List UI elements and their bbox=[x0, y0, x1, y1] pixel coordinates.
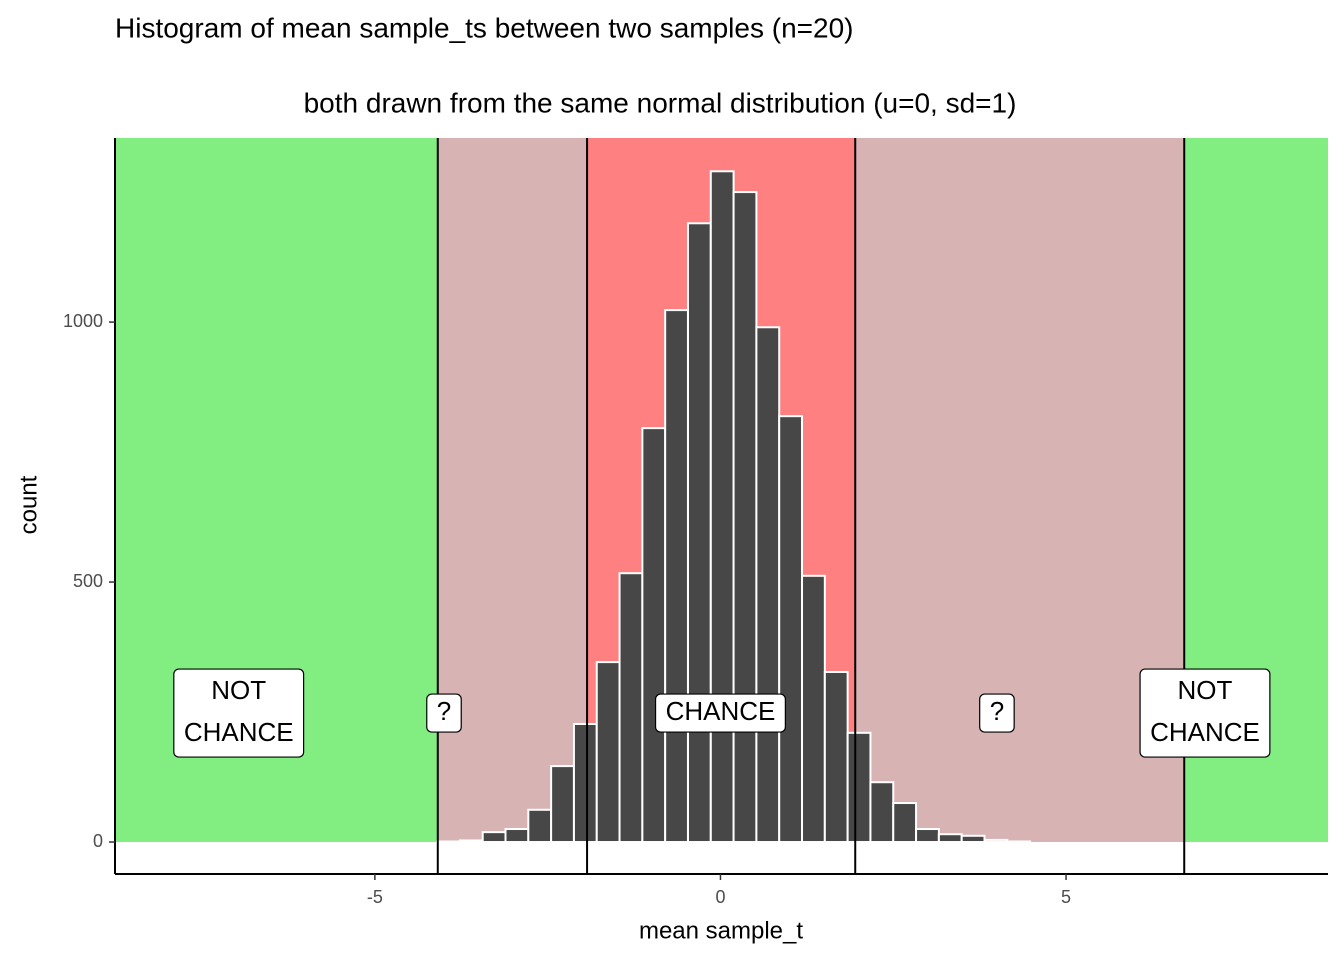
annotation-text: ? bbox=[990, 696, 1004, 726]
x-tick-label: 5 bbox=[1061, 887, 1071, 907]
bar bbox=[960, 834, 986, 844]
bar bbox=[983, 838, 1009, 844]
bar bbox=[641, 427, 667, 844]
bar bbox=[664, 309, 689, 844]
annotation-text: NOT bbox=[1178, 675, 1233, 705]
annotation-box bbox=[426, 693, 462, 733]
annotation-text: CHANCE bbox=[1150, 717, 1260, 747]
x-tick-label: 0 bbox=[715, 887, 725, 907]
annotation: NOT CHANCE bbox=[1139, 668, 1271, 758]
annotation-text: ? bbox=[437, 696, 451, 726]
bar bbox=[481, 831, 507, 844]
bar bbox=[550, 765, 575, 844]
annotation-box bbox=[173, 668, 305, 758]
annotation-box bbox=[654, 693, 786, 733]
bar bbox=[436, 840, 461, 844]
bar bbox=[869, 781, 895, 844]
x-axis-label: mean sample_t bbox=[639, 917, 803, 944]
bar bbox=[572, 722, 598, 844]
annotation: NOT CHANCE bbox=[173, 668, 305, 758]
annotation-box bbox=[1139, 668, 1271, 758]
x-tick-label: -5 bbox=[367, 887, 383, 907]
y-tick-label: 1000 bbox=[63, 311, 103, 331]
bar bbox=[778, 415, 804, 844]
annotation: CHANCE bbox=[654, 693, 786, 733]
chart-title: Histogram of mean sample_ts between two … bbox=[115, 12, 853, 43]
y-axis-label: count bbox=[15, 475, 42, 534]
bar bbox=[458, 839, 484, 844]
bar bbox=[915, 828, 940, 844]
bar bbox=[618, 572, 644, 844]
bar bbox=[937, 833, 963, 844]
y-tick-label: 0 bbox=[93, 831, 103, 851]
bar bbox=[504, 828, 530, 844]
bar bbox=[755, 326, 781, 844]
bar bbox=[892, 802, 918, 844]
bar bbox=[823, 670, 849, 844]
y-tick-label: 500 bbox=[73, 571, 103, 591]
annotation-text: CHANCE bbox=[184, 717, 294, 747]
bar bbox=[709, 170, 735, 844]
annotation: ? bbox=[979, 693, 1015, 733]
annotation-text: NOT bbox=[211, 675, 266, 705]
region bbox=[855, 138, 1185, 843]
annotation-text: CHANCE bbox=[666, 696, 776, 726]
annotation-box bbox=[979, 693, 1015, 733]
bar bbox=[732, 191, 758, 844]
region bbox=[437, 138, 588, 843]
bar bbox=[801, 574, 826, 844]
bar bbox=[1006, 840, 1032, 844]
bar bbox=[595, 661, 621, 844]
bar bbox=[846, 731, 872, 844]
bar bbox=[686, 222, 712, 844]
chart-subtitle: both drawn from the same normal distribu… bbox=[304, 87, 1017, 118]
bar bbox=[527, 808, 553, 844]
annotation: ? bbox=[426, 693, 462, 733]
